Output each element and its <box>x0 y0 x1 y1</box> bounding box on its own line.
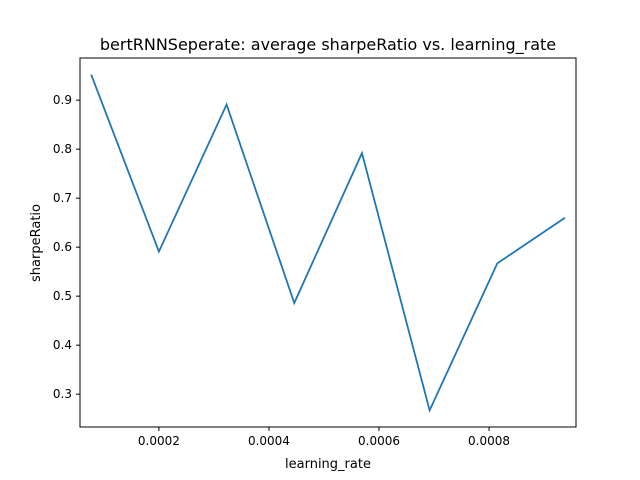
y-axis: 0.3 0.4 0.5 0.6 0.7 0.8 0.9 <box>53 93 80 401</box>
series-layer <box>90 74 566 413</box>
x-tick-label: 0.0002 <box>138 434 180 448</box>
y-tick-label: 0.7 <box>53 191 72 205</box>
y-tick-label: 0.4 <box>53 338 72 352</box>
plot-area: 0.0002 0.0004 0.0006 0.0008 0.3 0.4 0.5 0.6 0.7… <box>53 57 577 448</box>
x-tick-label: 0.0004 <box>248 434 290 448</box>
series-line <box>90 74 566 413</box>
y-tick-label: 0.8 <box>53 142 72 156</box>
x-tick-label: 0.0006 <box>358 434 400 448</box>
y-tick-label: 0.5 <box>53 289 72 303</box>
x-axis-label: learning_rate <box>285 457 371 472</box>
y-axis-label: sharpeRatio <box>29 204 44 282</box>
x-axis: 0.0002 0.0004 0.0006 0.0008 <box>138 427 510 448</box>
y-tick-label: 0.6 <box>53 240 72 254</box>
chart-title: bertRNNSeperate: average sharpeRatio vs.… <box>100 35 556 55</box>
y-tick-label: 0.9 <box>53 93 72 107</box>
x-tick-label: 0.0008 <box>468 434 510 448</box>
plot-frame <box>79 57 577 428</box>
y-tick-label: 0.3 <box>53 387 72 401</box>
